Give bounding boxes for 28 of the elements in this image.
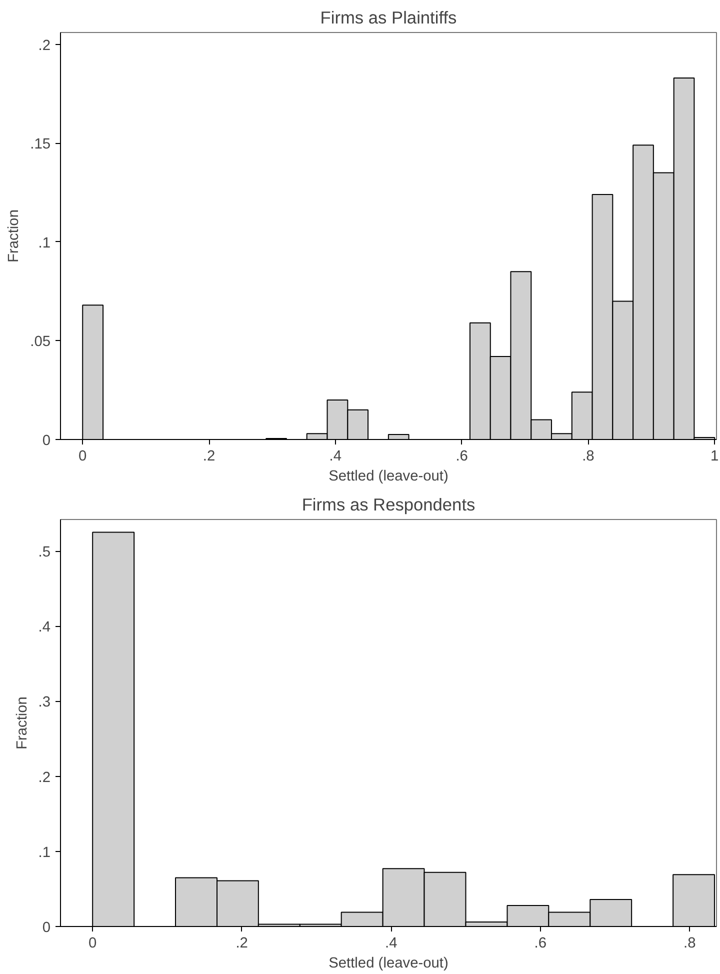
chart-title: Firms as Respondents bbox=[302, 494, 476, 514]
y-tick-label: .1 bbox=[38, 235, 51, 252]
y-tick-label: .2 bbox=[38, 770, 51, 786]
y-tick-label: .3 bbox=[38, 694, 51, 711]
x-tick-label: .2 bbox=[236, 936, 248, 952]
x-tick-label: .4 bbox=[329, 448, 342, 464]
y-tick-label: .1 bbox=[38, 844, 51, 861]
x-tick-label: .6 bbox=[534, 936, 546, 952]
x-tick-label: 0 bbox=[88, 936, 97, 952]
y-tick-label: .15 bbox=[30, 136, 50, 153]
y-axis-title: Fraction bbox=[6, 210, 22, 262]
y-tick-label: 0 bbox=[42, 433, 51, 449]
chart-title: Firms as Plaintiffs bbox=[320, 8, 458, 28]
y-axis-title: Fraction bbox=[14, 696, 30, 750]
x-axis-title: Settled (leave-out) bbox=[328, 468, 448, 484]
x-tick-label: .8 bbox=[582, 448, 594, 464]
y-tick-label: .5 bbox=[38, 544, 51, 561]
x-tick-label: .6 bbox=[456, 448, 468, 464]
y-tick-label: .2 bbox=[38, 38, 51, 54]
y-tick-label: 0 bbox=[42, 920, 51, 936]
y-tick-label: .05 bbox=[30, 334, 50, 350]
x-axis-title: Settled (leave-out) bbox=[328, 956, 448, 972]
x-tick-label: 0 bbox=[78, 448, 87, 464]
x-tick-label: .8 bbox=[684, 936, 696, 952]
x-tick-label: 1 bbox=[710, 448, 719, 464]
y-tick-label: .4 bbox=[38, 620, 51, 636]
x-tick-label: .2 bbox=[202, 448, 216, 464]
x-tick-label: .4 bbox=[385, 936, 398, 952]
